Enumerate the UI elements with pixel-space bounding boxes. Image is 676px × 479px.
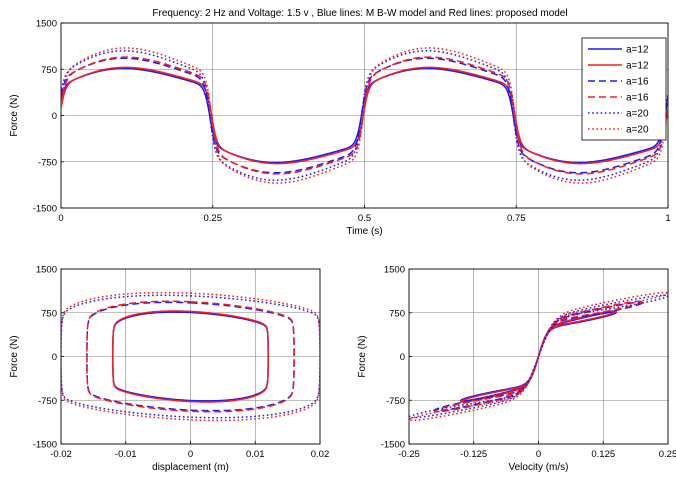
displacement-plot-xtick-label: 0.01 bbox=[246, 449, 265, 460]
velocity-plot-ytick-label: 750 bbox=[389, 308, 405, 319]
time-plot-xtick-label: 0.25 bbox=[204, 213, 223, 224]
displacement-plot-ytick-label: 1500 bbox=[36, 265, 57, 276]
time-plot-ytick-label: 1500 bbox=[36, 19, 57, 30]
time-plot-series-blue-dotted bbox=[61, 50, 668, 181]
velocity-plot-ylabel: Force (N) bbox=[357, 335, 368, 377]
displacement-plot-series-red-dotted bbox=[61, 291, 320, 422]
time-plot-xtick-label: 1 bbox=[665, 213, 670, 224]
displacement-plot-xtick-label: 0.02 bbox=[311, 449, 330, 460]
displacement-plot-ylabel: Force (N) bbox=[9, 335, 20, 377]
displacement-plot-series-red-solid bbox=[112, 310, 269, 403]
time-plot-frame bbox=[60, 22, 669, 209]
displacement-plot-xtick-label: -0.02 bbox=[50, 449, 72, 460]
velocity-plot-axes: -0.25 -0.125 0 0.125 0.25 -1500 -750 0 750 1500 Ve… bbox=[357, 265, 676, 474]
legend-label: a=20 bbox=[626, 125, 649, 136]
displacement-plot-xlabel: displacement (m) bbox=[152, 462, 229, 473]
velocity-plot-ytick-label: 0 bbox=[400, 352, 405, 363]
time-plot-axes: 0 0.25 0.5 0.75 1 -1500 -750 0 750 1500 Time (s) Fo… bbox=[9, 19, 671, 238]
displacement-plot-series-red-dashed bbox=[86, 300, 295, 413]
time-plot-xlabel: Time (s) bbox=[346, 226, 382, 237]
legend-label: a=12 bbox=[626, 61, 649, 72]
figure-title: Frequency: 2 Hz and Voltage: 1.5 v , Blu… bbox=[152, 8, 567, 19]
displacement-plot-frame bbox=[60, 268, 321, 445]
time-plot-ytick-label: -1500 bbox=[33, 204, 57, 215]
velocity-plot-xtick-label: -0.125 bbox=[460, 449, 487, 460]
legend-label: a=12 bbox=[626, 45, 649, 56]
legend-label: a=20 bbox=[626, 109, 649, 120]
velocity-plot-ytick-label: -750 bbox=[386, 396, 405, 407]
time-plot-ylabel: Force (N) bbox=[9, 94, 20, 136]
displacement-plot-xtick-label: 0 bbox=[188, 449, 193, 460]
displacement-plot-ytick-label: -1500 bbox=[33, 440, 57, 451]
time-plot-series-red-dotted bbox=[61, 47, 668, 184]
displacement-plot-xtick-label: -0.01 bbox=[115, 449, 137, 460]
legend-label: a=16 bbox=[626, 93, 649, 104]
plots: 0 0.25 0.5 0.75 1 -1500 -750 0 750 1500 Time (s) Fo… bbox=[9, 19, 676, 474]
velocity-plot-xtick-label: 0.125 bbox=[591, 449, 615, 460]
velocity-plot-series-red-dashed bbox=[434, 300, 643, 413]
velocity-plot-series-red-solid bbox=[460, 310, 617, 403]
velocity-plot-frame bbox=[408, 268, 669, 445]
velocity-plot-ytick-label: 1500 bbox=[384, 265, 405, 276]
legend-box bbox=[581, 37, 667, 141]
velocity-plot-xtick-label: -0.25 bbox=[398, 449, 420, 460]
time-plot-ytick-label: 0 bbox=[52, 111, 57, 122]
time-plot-xtick-label: 0 bbox=[58, 213, 63, 224]
time-plot-series-red-solid bbox=[61, 66, 668, 165]
displacement-plot-series-blue-dashed bbox=[86, 301, 295, 412]
legend: a=12 a=12 a=16 a=16 a=20 a=20 bbox=[581, 37, 667, 141]
displacement-plot-ytick-label: 0 bbox=[52, 352, 57, 363]
velocity-plot-xtick-label: 0 bbox=[536, 449, 541, 460]
legend-label: a=16 bbox=[626, 77, 649, 88]
displacement-plot-series-blue-dotted bbox=[61, 294, 320, 419]
time-plot-xtick-label: 0.5 bbox=[358, 213, 371, 224]
time-plot-xtick-label: 0.75 bbox=[507, 213, 526, 224]
velocity-plot-ytick-label: -1500 bbox=[381, 440, 405, 451]
displacement-plot-ytick-label: -750 bbox=[38, 396, 57, 407]
velocity-plot-series-blue-dotted bbox=[409, 294, 668, 419]
velocity-plot-xtick-label: 0.25 bbox=[659, 449, 676, 460]
time-plot-ytick-label: 750 bbox=[41, 65, 57, 76]
time-plot-ytick-label: -750 bbox=[38, 157, 57, 168]
displacement-plot-series-blue-solid bbox=[112, 311, 269, 402]
velocity-plot-xlabel: Velocity (m/s) bbox=[508, 462, 568, 473]
displacement-plot-ytick-label: 750 bbox=[41, 308, 57, 319]
